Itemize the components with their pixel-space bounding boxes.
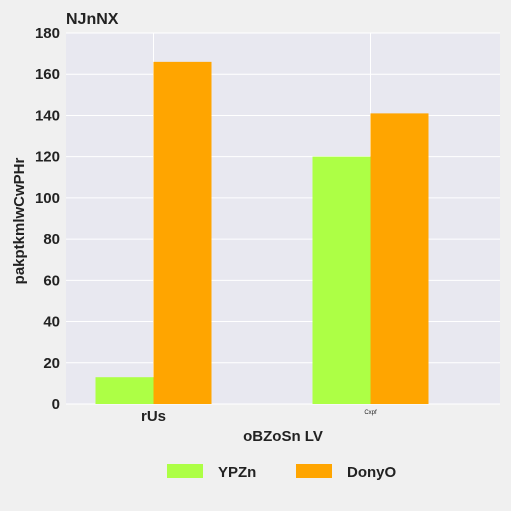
bar-YPZn-rUs: [95, 377, 154, 404]
y-tick-label: 180: [35, 25, 60, 42]
y-tick-label: 60: [43, 272, 60, 289]
chart-title: NJnNX: [66, 11, 119, 28]
x-tick-label: Cxpf: [364, 410, 377, 416]
legend-label: YPZn: [218, 464, 256, 481]
legend-swatch: [167, 464, 203, 478]
bar-DonyO-rUs: [153, 61, 212, 404]
y-tick-label: 20: [43, 355, 60, 372]
x-axis-ticks: rUs Cxpf: [141, 408, 377, 425]
x-tick-label: rUs: [141, 408, 166, 425]
bars: [95, 61, 429, 404]
y-tick-label: 160: [35, 66, 60, 83]
bar-DonyO-Cxpf: [370, 113, 429, 404]
bar-YPZn-Cxpf: [312, 156, 371, 404]
y-tick-label: 80: [43, 231, 60, 248]
y-tick-label: 100: [35, 190, 60, 207]
legend-swatch: [296, 464, 332, 478]
plot-area: [66, 33, 500, 404]
y-tick-label: 120: [35, 149, 60, 166]
legend: YPZn DonyO: [167, 464, 397, 481]
legend-label: DonyO: [347, 464, 397, 481]
y-tick-label: 140: [35, 107, 60, 124]
y-tick-label: 0: [52, 396, 60, 413]
y-axis-ticks: 0 20 40 60 80 100 120 140 160 180: [35, 25, 60, 413]
x-axis-title: oBZoSn LV: [243, 428, 323, 445]
y-axis-title: pakptkmlwCwPHr: [11, 157, 28, 284]
y-tick-label: 40: [43, 314, 60, 331]
